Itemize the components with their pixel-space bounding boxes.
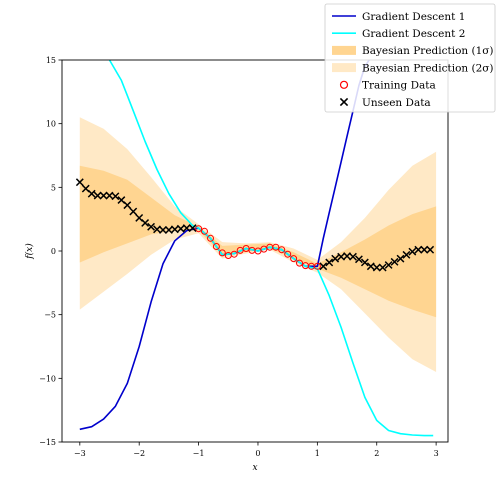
- y-tick-label: 10: [46, 120, 56, 129]
- unseen-point: [325, 258, 334, 267]
- unseen-point: [420, 245, 429, 254]
- unseen-point: [390, 257, 399, 266]
- x-tick-label: −3: [74, 449, 86, 458]
- training-data-points: [195, 225, 321, 270]
- unseen-point: [331, 254, 340, 263]
- unseen-point: [188, 224, 197, 233]
- unseen-point: [182, 224, 191, 233]
- unseen-point: [414, 245, 423, 254]
- band-1sigma: [79, 165, 437, 318]
- plot-area: [75, 60, 437, 437]
- y-tick-label: −15: [39, 438, 56, 447]
- unseen-point: [141, 219, 150, 227]
- gradient-descent-2-line: [108, 60, 434, 437]
- unseen-point: [87, 189, 96, 198]
- training-point: [218, 249, 226, 257]
- unseen-point: [402, 250, 411, 259]
- y-axis-label: f(x): [24, 243, 35, 260]
- legend-label: Training Data: [362, 80, 436, 92]
- x-tick-label: −2: [133, 449, 145, 458]
- x-tick-label: 1: [315, 449, 320, 458]
- training-point: [272, 243, 280, 251]
- unseen-point: [99, 191, 108, 200]
- gradient-descent-lines: [79, 60, 434, 437]
- legend-label: Bayesian Prediction (2σ): [362, 62, 494, 74]
- unseen-point: [129, 207, 138, 216]
- y-tick-label: 5: [51, 183, 56, 192]
- y-tick-label: −5: [44, 311, 56, 320]
- legend-label: Bayesian Prediction (1σ): [362, 45, 494, 57]
- unseen-point: [147, 222, 156, 231]
- unseen-data-points: [75, 178, 435, 272]
- unseen-point: [384, 261, 393, 269]
- legend-handle-cross: [339, 97, 349, 107]
- y-tick-label: −10: [39, 374, 56, 383]
- unseen-point: [378, 263, 387, 272]
- x-tick-label: 3: [434, 449, 439, 458]
- unseen-point: [366, 262, 375, 271]
- unseen-point: [396, 254, 405, 263]
- legend-label: Gradient Descent 1: [362, 11, 465, 23]
- unseen-point: [408, 247, 417, 256]
- x-tick-label: 2: [374, 449, 379, 458]
- x-axis-ticks: −3 −2 −1 0 1 2 3: [74, 442, 439, 458]
- legend: Gradient Descent 1 Gradient Descent 2 Baye…: [324, 3, 496, 113]
- unseen-point: [319, 262, 328, 271]
- unseen-point: [75, 178, 84, 187]
- unseen-point: [159, 226, 167, 234]
- training-point: [230, 250, 238, 258]
- y-tick-label: 15: [46, 56, 56, 65]
- training-point: [207, 234, 214, 242]
- x-tick-label: −1: [193, 449, 205, 458]
- training-point: [278, 246, 286, 254]
- legend-handle-circle: [339, 80, 349, 89]
- unseen-point: [93, 191, 102, 200]
- unseen-point: [111, 192, 120, 201]
- unseen-point: [372, 263, 381, 272]
- training-point: [296, 259, 303, 267]
- training-point: [290, 255, 298, 263]
- legend-label: Unseen Data: [362, 97, 431, 109]
- training-point: [212, 243, 220, 250]
- legend-handle-patch: [332, 63, 356, 73]
- training-point: [201, 227, 208, 235]
- unseen-point: [123, 201, 132, 210]
- training-point: [284, 250, 292, 258]
- legend-label: Gradient Descent 2: [362, 28, 465, 40]
- uncertainty-bands: [79, 117, 437, 372]
- unseen-point: [426, 245, 435, 254]
- y-tick-label: 0: [51, 247, 56, 256]
- x-tick-label: 0: [255, 449, 260, 458]
- unseen-point: [349, 252, 357, 261]
- unseen-point: [354, 255, 363, 264]
- legend-handle-patch: [332, 45, 356, 55]
- unseen-point: [360, 258, 369, 267]
- training-point: [313, 262, 321, 270]
- legend-box: [324, 3, 496, 113]
- training-point: [195, 225, 203, 233]
- x-axis-label: x: [252, 463, 257, 473]
- y-axis-ticks: −15 −10 −5 0 5 10 15: [39, 56, 62, 447]
